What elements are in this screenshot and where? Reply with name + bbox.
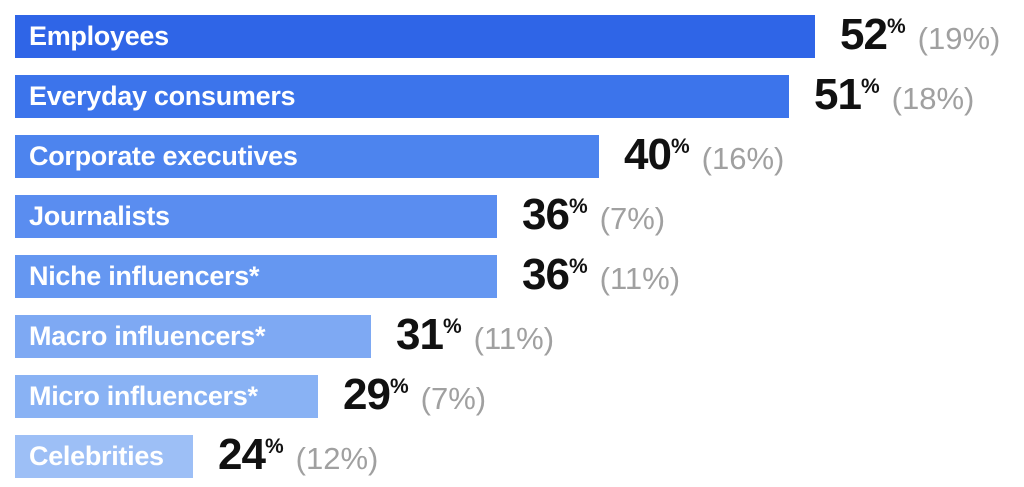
- bar-row-employees: Employees 52% (19%): [15, 10, 1024, 59]
- bar-label: Celebrities: [29, 441, 164, 471]
- bar-label: Employees: [29, 21, 169, 51]
- value-group: 36% (11%): [522, 250, 681, 299]
- value-number: 51: [814, 70, 862, 119]
- bar-journalists: Journalists: [15, 195, 497, 238]
- value-number: 36: [522, 250, 570, 299]
- bar-row-everyday-consumers: Everyday consumers 51% (18%): [15, 70, 1024, 119]
- bar-row-celebrities: Celebrities 24% (12%): [15, 430, 1024, 479]
- bar-label: Niche influencers*: [29, 261, 260, 291]
- bar-corporate-executives: Corporate executives: [15, 135, 599, 178]
- bar-label: Everyday consumers: [29, 81, 296, 111]
- bar-row-journalists: Journalists 36% (7%): [15, 190, 1024, 239]
- value-number: 29: [343, 370, 391, 419]
- value-group: 29% (7%): [343, 370, 487, 419]
- bar-micro-influencers: Micro influencers*: [15, 375, 318, 418]
- value-number: 40: [624, 130, 672, 179]
- bar-row-micro-influencers: Micro influencers* 29% (7%): [15, 370, 1024, 419]
- secondary-value: (7%): [420, 381, 487, 416]
- bar-label: Corporate executives: [29, 141, 298, 171]
- bar-everyday-consumers: Everyday consumers: [15, 75, 789, 118]
- secondary-value: (16%): [701, 141, 785, 176]
- bar-label: Macro influencers*: [29, 321, 266, 351]
- value-group: 24% (12%): [218, 430, 379, 479]
- value-group: 52% (19%): [840, 10, 1001, 59]
- bar-niche-influencers: Niche influencers*: [15, 255, 497, 298]
- secondary-value: (11%): [473, 321, 555, 356]
- secondary-value: (12%): [295, 441, 379, 476]
- value-group: 36% (7%): [522, 190, 666, 239]
- value-number: 24: [218, 430, 266, 479]
- bar-macro-influencers: Macro influencers*: [15, 315, 371, 358]
- value-number: 52: [840, 10, 888, 59]
- bar-employees: Employees: [15, 15, 815, 58]
- secondary-value: (11%): [599, 261, 681, 296]
- bar-celebrities: Celebrities: [15, 435, 193, 478]
- bar-label: Micro influencers*: [29, 381, 258, 411]
- value-group: 51% (18%): [814, 70, 975, 119]
- bar-label: Journalists: [29, 201, 170, 231]
- secondary-value: (18%): [891, 81, 975, 116]
- value-number: 31: [396, 310, 444, 359]
- value-group: 31% (11%): [396, 310, 555, 359]
- value-number: 36: [522, 190, 570, 239]
- bar-row-corporate-executives: Corporate executives 40% (16%): [15, 130, 1024, 179]
- bar-row-niche-influencers: Niche influencers* 36% (11%): [15, 250, 1024, 299]
- bar-row-macro-influencers: Macro influencers* 31% (11%): [15, 310, 1024, 359]
- secondary-value: (19%): [917, 21, 1001, 56]
- value-group: 40% (16%): [624, 130, 785, 179]
- secondary-value: (7%): [599, 201, 666, 236]
